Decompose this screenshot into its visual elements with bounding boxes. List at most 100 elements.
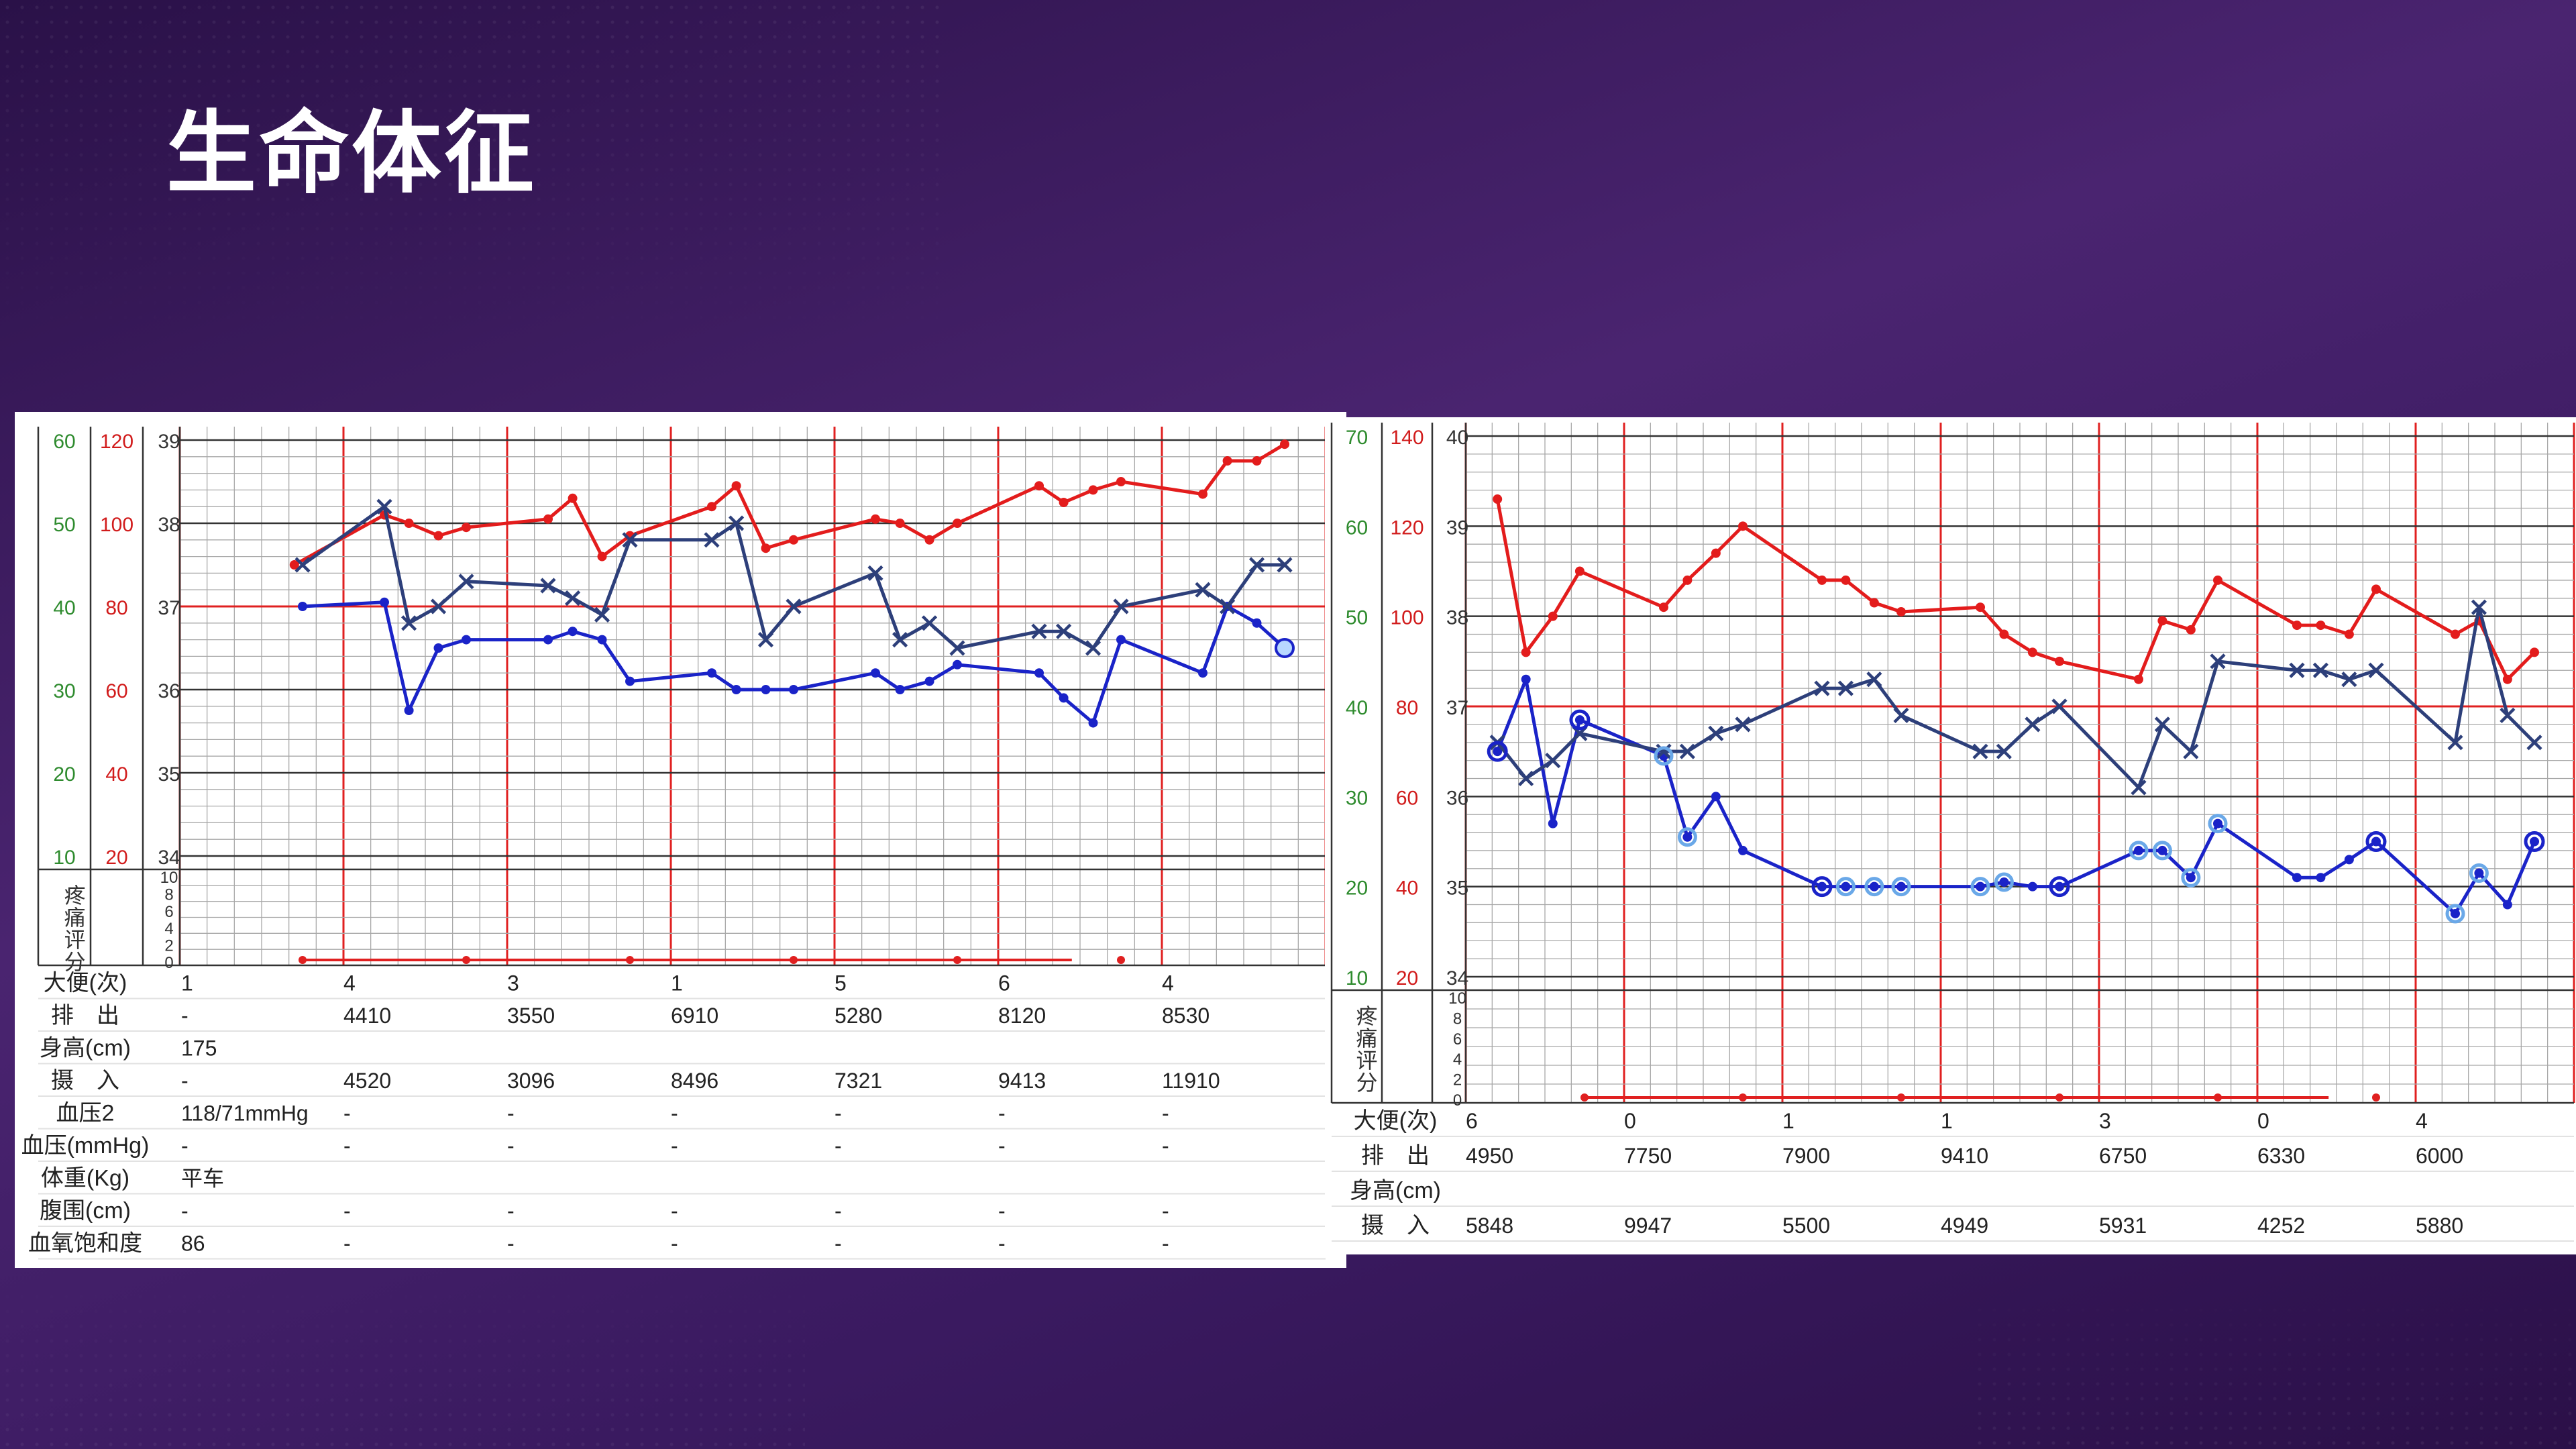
temp-point [2134,674,2143,684]
pulse-tick: 120 [100,431,133,453]
table-cell: - [507,1232,515,1256]
table-row-label: 血氧饱和度 [28,1231,142,1256]
table-cell: 4252 [2257,1214,2305,1238]
pulse-point [731,685,741,694]
resp-point [1248,557,1265,573]
pulse-point [1521,674,1531,684]
pain-score-label: 评 [1356,1049,1377,1073]
table-cell: - [1162,1199,1169,1223]
temp-point [433,531,443,541]
temp-point [1521,647,1531,657]
resp-point [1056,623,1072,639]
temperature-tick: 36 [1446,787,1468,809]
pulse-circle-marker-light [1654,746,1674,766]
table-row-label: 大便(次) [44,971,127,996]
table-cell: - [343,1134,351,1158]
resp-point [1814,680,1830,696]
respiration-tick: 20 [1346,877,1368,900]
temp-point [707,502,716,512]
pulse-point [2027,881,2037,892]
temp-point [871,514,880,524]
resp-point [540,578,556,594]
temperature-tick: 40 [1446,427,1468,449]
pulse-series-line [302,600,1286,725]
table-cell: 3550 [507,1004,555,1028]
temp-point [924,535,934,545]
slide-title: 生命体征 [166,101,537,206]
table-cell: - [835,1134,842,1158]
pain-marker [2055,1093,2063,1102]
pulse-circle-marker-light [1677,827,1697,847]
table-row-label: 摄 入 [51,1068,119,1093]
pain-marker [2214,1093,2222,1102]
temp-point [2371,584,2381,594]
table-cell: 4520 [343,1069,391,1093]
pulse-circle-marker-light [1835,877,1856,897]
pain-score-label: 疼 [64,883,86,908]
table-row-label: 排 出 [1361,1143,1430,1169]
table-cell: 0 [1624,1109,1636,1133]
table-row-label: 身高(cm) [40,1036,131,1061]
table-row-label: 腹围(cm) [40,1198,131,1224]
table-cell: 6 [1466,1109,1478,1133]
table-cell: 175 [181,1036,217,1061]
temp-point [1574,566,1585,576]
temp-point [731,481,741,491]
table-cell: - [835,1102,842,1126]
table-cell: 3 [507,971,519,996]
temp-series-line [293,443,1286,567]
table-cell: 7750 [1624,1144,1672,1168]
table-row-label: 血压2 [56,1101,115,1126]
temp-point [2530,647,2539,657]
table-cell: - [507,1102,515,1126]
pain-score-label: 痛 [64,906,86,930]
table-cell: 5 [835,971,847,996]
pulse-point [1869,881,1879,892]
pulse-point [404,706,414,715]
resp-point [430,598,447,614]
pulse-point [1493,747,1503,757]
table-cell: - [181,1069,189,1093]
table-cell: 7321 [835,1069,882,1093]
temperature-tick: 35 [1446,877,1468,900]
pulse-circle-marker-light [1994,872,2014,892]
pulse-point [1034,668,1044,678]
pain-tick: 4 [1453,1051,1462,1069]
pulse-point [2316,873,2326,883]
pulse-point [2134,845,2143,855]
temp-point [2292,621,2302,631]
pulse-circle-marker [2524,831,2545,852]
resp-point [1735,716,1751,733]
pulse-point [2157,845,2167,855]
respiration-tick: 60 [53,431,75,453]
table-cell: 4949 [1941,1214,1988,1238]
table-cell: 5500 [1782,1214,1830,1238]
respiration-tick: 40 [1346,697,1368,719]
respiration-tick: 50 [53,514,75,536]
pulse-point [707,668,716,678]
respiration-tick: 10 [53,847,75,869]
pulse-point [2055,881,2064,892]
pulse-point [1574,715,1585,725]
vital-signs-chart-left: 10 20 34 20 40 35 30 60 36 40 80 37 50 100 38 60 120 39 疼痛… [15,412,1346,1268]
temp-point [1738,521,1748,531]
pulse-point [597,635,607,645]
resp-point [757,632,774,648]
resp-point [2289,662,2305,678]
temp-point [1817,575,1827,585]
temp-point [1896,606,1906,616]
resp-point [2312,662,2328,678]
pulse-tick: 40 [1396,877,1418,900]
temperature-tick: 38 [1446,607,1468,629]
pain-tick: 10 [160,869,178,887]
pulse-point [1059,693,1069,703]
pain-marker [462,956,470,964]
table-cell: - [343,1102,351,1126]
pulse-tick: 40 [105,763,127,786]
pain-tick: 0 [164,954,173,972]
pulse-point [462,635,471,645]
table-cell: 1 [1782,1109,1794,1133]
table-cell: 4410 [343,1004,391,1028]
pulse-open-circle [1275,638,1295,658]
pulse-point [2371,837,2381,847]
